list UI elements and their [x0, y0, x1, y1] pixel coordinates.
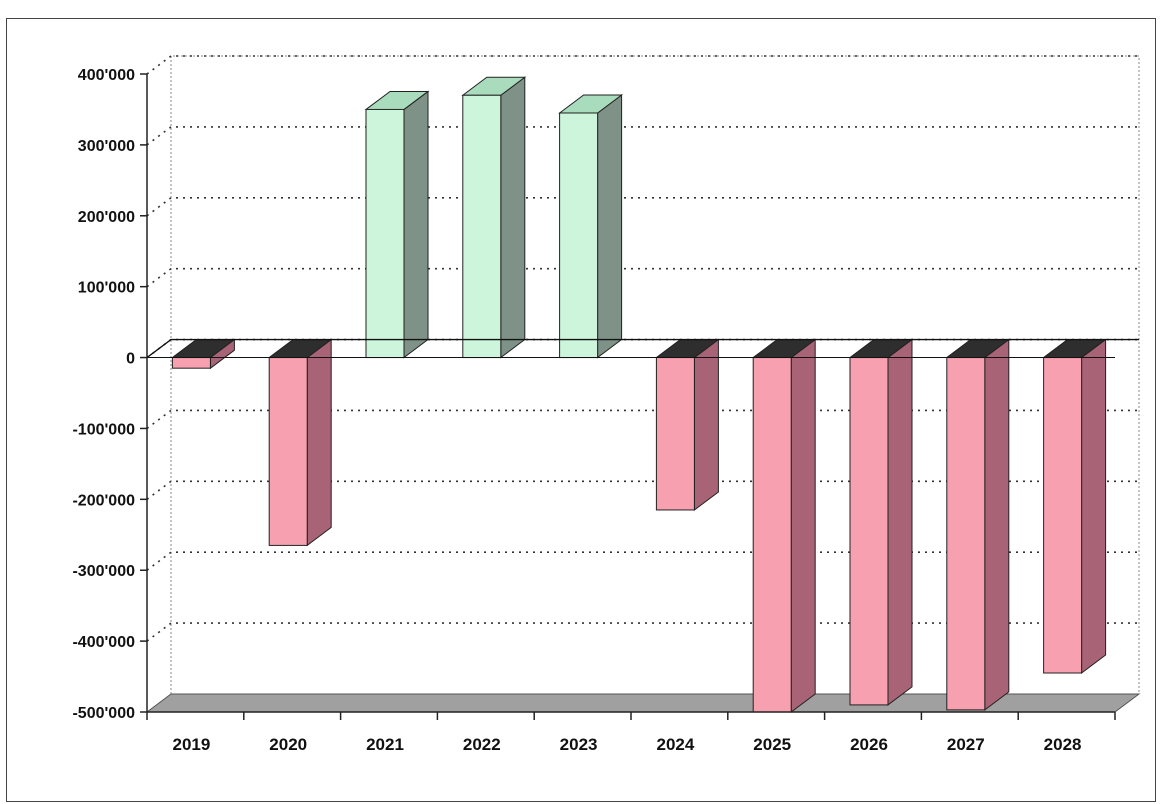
- y-tick-label: 200'000: [78, 209, 135, 226]
- y-tick-label: -300'000: [72, 563, 135, 580]
- y-tick-label: -500'000: [72, 705, 135, 722]
- bar-side: [597, 93, 623, 359]
- bar-front: [946, 357, 986, 711]
- gridline: [146, 409, 1139, 430]
- zero-baseline: [146, 338, 1139, 359]
- y-tick-label: 300'000: [78, 138, 135, 155]
- bar-front: [752, 357, 792, 713]
- bar-front: [559, 112, 599, 359]
- y-tick-label: -100'000: [72, 421, 135, 438]
- bar-front: [1043, 357, 1083, 674]
- gridline: [146, 480, 1139, 500]
- x-tick-label: 2020: [269, 735, 307, 754]
- bar-side: [500, 76, 526, 359]
- x-tick-label: 2022: [463, 735, 501, 754]
- gridline: [146, 267, 1139, 288]
- y-tick-label: 400'000: [78, 67, 135, 84]
- x-tick-label: 2027: [947, 735, 985, 754]
- y-tick-label: -400'000: [72, 634, 135, 651]
- x-tick-label: 2026: [850, 735, 888, 754]
- bar-2024: [654, 338, 720, 511]
- x-tick-label: 2019: [172, 735, 210, 754]
- bar-2019: [170, 338, 236, 370]
- bar-side: [887, 338, 913, 706]
- bars: [170, 76, 1108, 713]
- y-tick-label: 100'000: [78, 280, 135, 297]
- bar-2025: [751, 338, 817, 713]
- bar-side: [693, 338, 719, 511]
- gridline: [146, 622, 1139, 642]
- back-wall: [170, 55, 1140, 694]
- axis-labels: 400'000 300'000 200'000 100'000 0 -100'000 -20…: [72, 67, 1081, 754]
- bar-side: [306, 338, 332, 547]
- bar-side: [790, 338, 816, 713]
- bar-2027: [945, 338, 1011, 711]
- bar-front: [655, 357, 695, 511]
- gridline: [146, 55, 1139, 75]
- bar-front: [171, 357, 211, 369]
- x-tick-label: 2023: [560, 735, 598, 754]
- bar-front: [849, 357, 889, 706]
- bar-front: [462, 94, 502, 359]
- gridline: [146, 551, 1139, 571]
- y-tick-label: 0: [126, 351, 135, 368]
- bar-2026: [848, 338, 914, 706]
- bar-front: [268, 357, 308, 546]
- bar-side: [984, 338, 1010, 711]
- axes: [140, 73, 1139, 720]
- bar-side: [1081, 338, 1107, 675]
- x-tick-label: 2024: [656, 735, 694, 754]
- x-tick-label: 2021: [366, 735, 404, 754]
- x-tick-label: 2025: [753, 735, 791, 754]
- x-tick-label: 2028: [1044, 735, 1082, 754]
- bar-2028: [1042, 338, 1108, 675]
- bar-2022: [461, 76, 527, 359]
- y-tick-label: -200'000: [72, 492, 135, 509]
- bar-2021: [364, 90, 430, 359]
- bar-side: [403, 90, 429, 359]
- gridline: [146, 126, 1139, 146]
- bar-front: [365, 108, 405, 359]
- gridline: [146, 196, 1139, 217]
- bar-2023: [558, 93, 624, 359]
- bar-2020: [267, 338, 333, 547]
